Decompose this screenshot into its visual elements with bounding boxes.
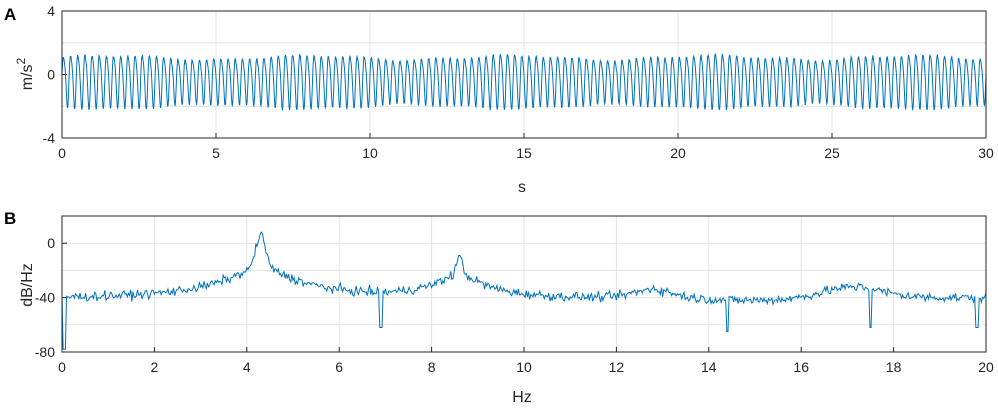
- x-tick-label: 5: [212, 145, 220, 161]
- x-tick-label: 14: [701, 359, 717, 375]
- panel-b-x-axis-label: Hz: [512, 389, 532, 406]
- panel-b-chart: B 0 2 4 6 8 10 12 14 16 18 20 -80 -40 0 Hz dB/Hz: [4, 209, 994, 406]
- x-tick-label: 2: [151, 359, 159, 375]
- x-tick-label: 0: [58, 145, 66, 161]
- x-tick-label: 18: [886, 359, 902, 375]
- y-tick-label: -4: [43, 130, 56, 146]
- panel-a-x-ticks: 0 5 10 15 20 25 30: [58, 133, 994, 161]
- panel-a-label: A: [4, 5, 16, 24]
- y-tick-label: -80: [35, 344, 55, 360]
- panel-b-series-line: [61, 231, 987, 350]
- x-tick-label: 20: [670, 145, 686, 161]
- x-tick-label: 6: [335, 359, 343, 375]
- x-tick-label: 0: [58, 359, 66, 375]
- x-tick-label: 10: [362, 145, 378, 161]
- y-tick-label: 4: [47, 3, 55, 19]
- y-tick-label: 0: [47, 235, 55, 251]
- x-tick-label: 16: [793, 359, 809, 375]
- x-tick-label: 20: [978, 359, 994, 375]
- panel-b-y-ticks: -80 -40 0: [35, 235, 67, 360]
- y-tick-label: 0: [47, 67, 55, 83]
- panel-a-y-ticks: -4 0 4: [43, 3, 67, 146]
- x-tick-label: 4: [243, 359, 251, 375]
- panel-b-label: B: [4, 209, 16, 228]
- x-tick-label: 12: [609, 359, 625, 375]
- panel-b-y-axis-label: dB/Hz: [19, 263, 36, 307]
- panel-a-chart: A 0 5 10 15 20 25 30 -404 s m/s2: [4, 3, 994, 196]
- panel-a-y-axis-label: m/s2: [14, 57, 36, 90]
- y-tick-label: -40: [35, 290, 55, 306]
- panel-a-series-line: [61, 52, 987, 112]
- panel-b-axes-frame: [61, 215, 987, 353]
- panel-b-x-ticks: 0 2 4 6 8 10 12 14 16 18 20: [58, 347, 994, 375]
- panel-a-y-label-base: m/s: [19, 64, 36, 90]
- x-tick-label: 8: [428, 359, 436, 375]
- panel-a-y-label-superscript: 2: [14, 57, 28, 64]
- panel-a-x-axis-label: s: [518, 179, 526, 196]
- x-tick-label: 10: [516, 359, 532, 375]
- x-tick-label: 15: [516, 145, 532, 161]
- panel-a-axes-frame: [61, 10, 987, 139]
- x-tick-label: 25: [824, 145, 840, 161]
- x-tick-label: 30: [978, 145, 994, 161]
